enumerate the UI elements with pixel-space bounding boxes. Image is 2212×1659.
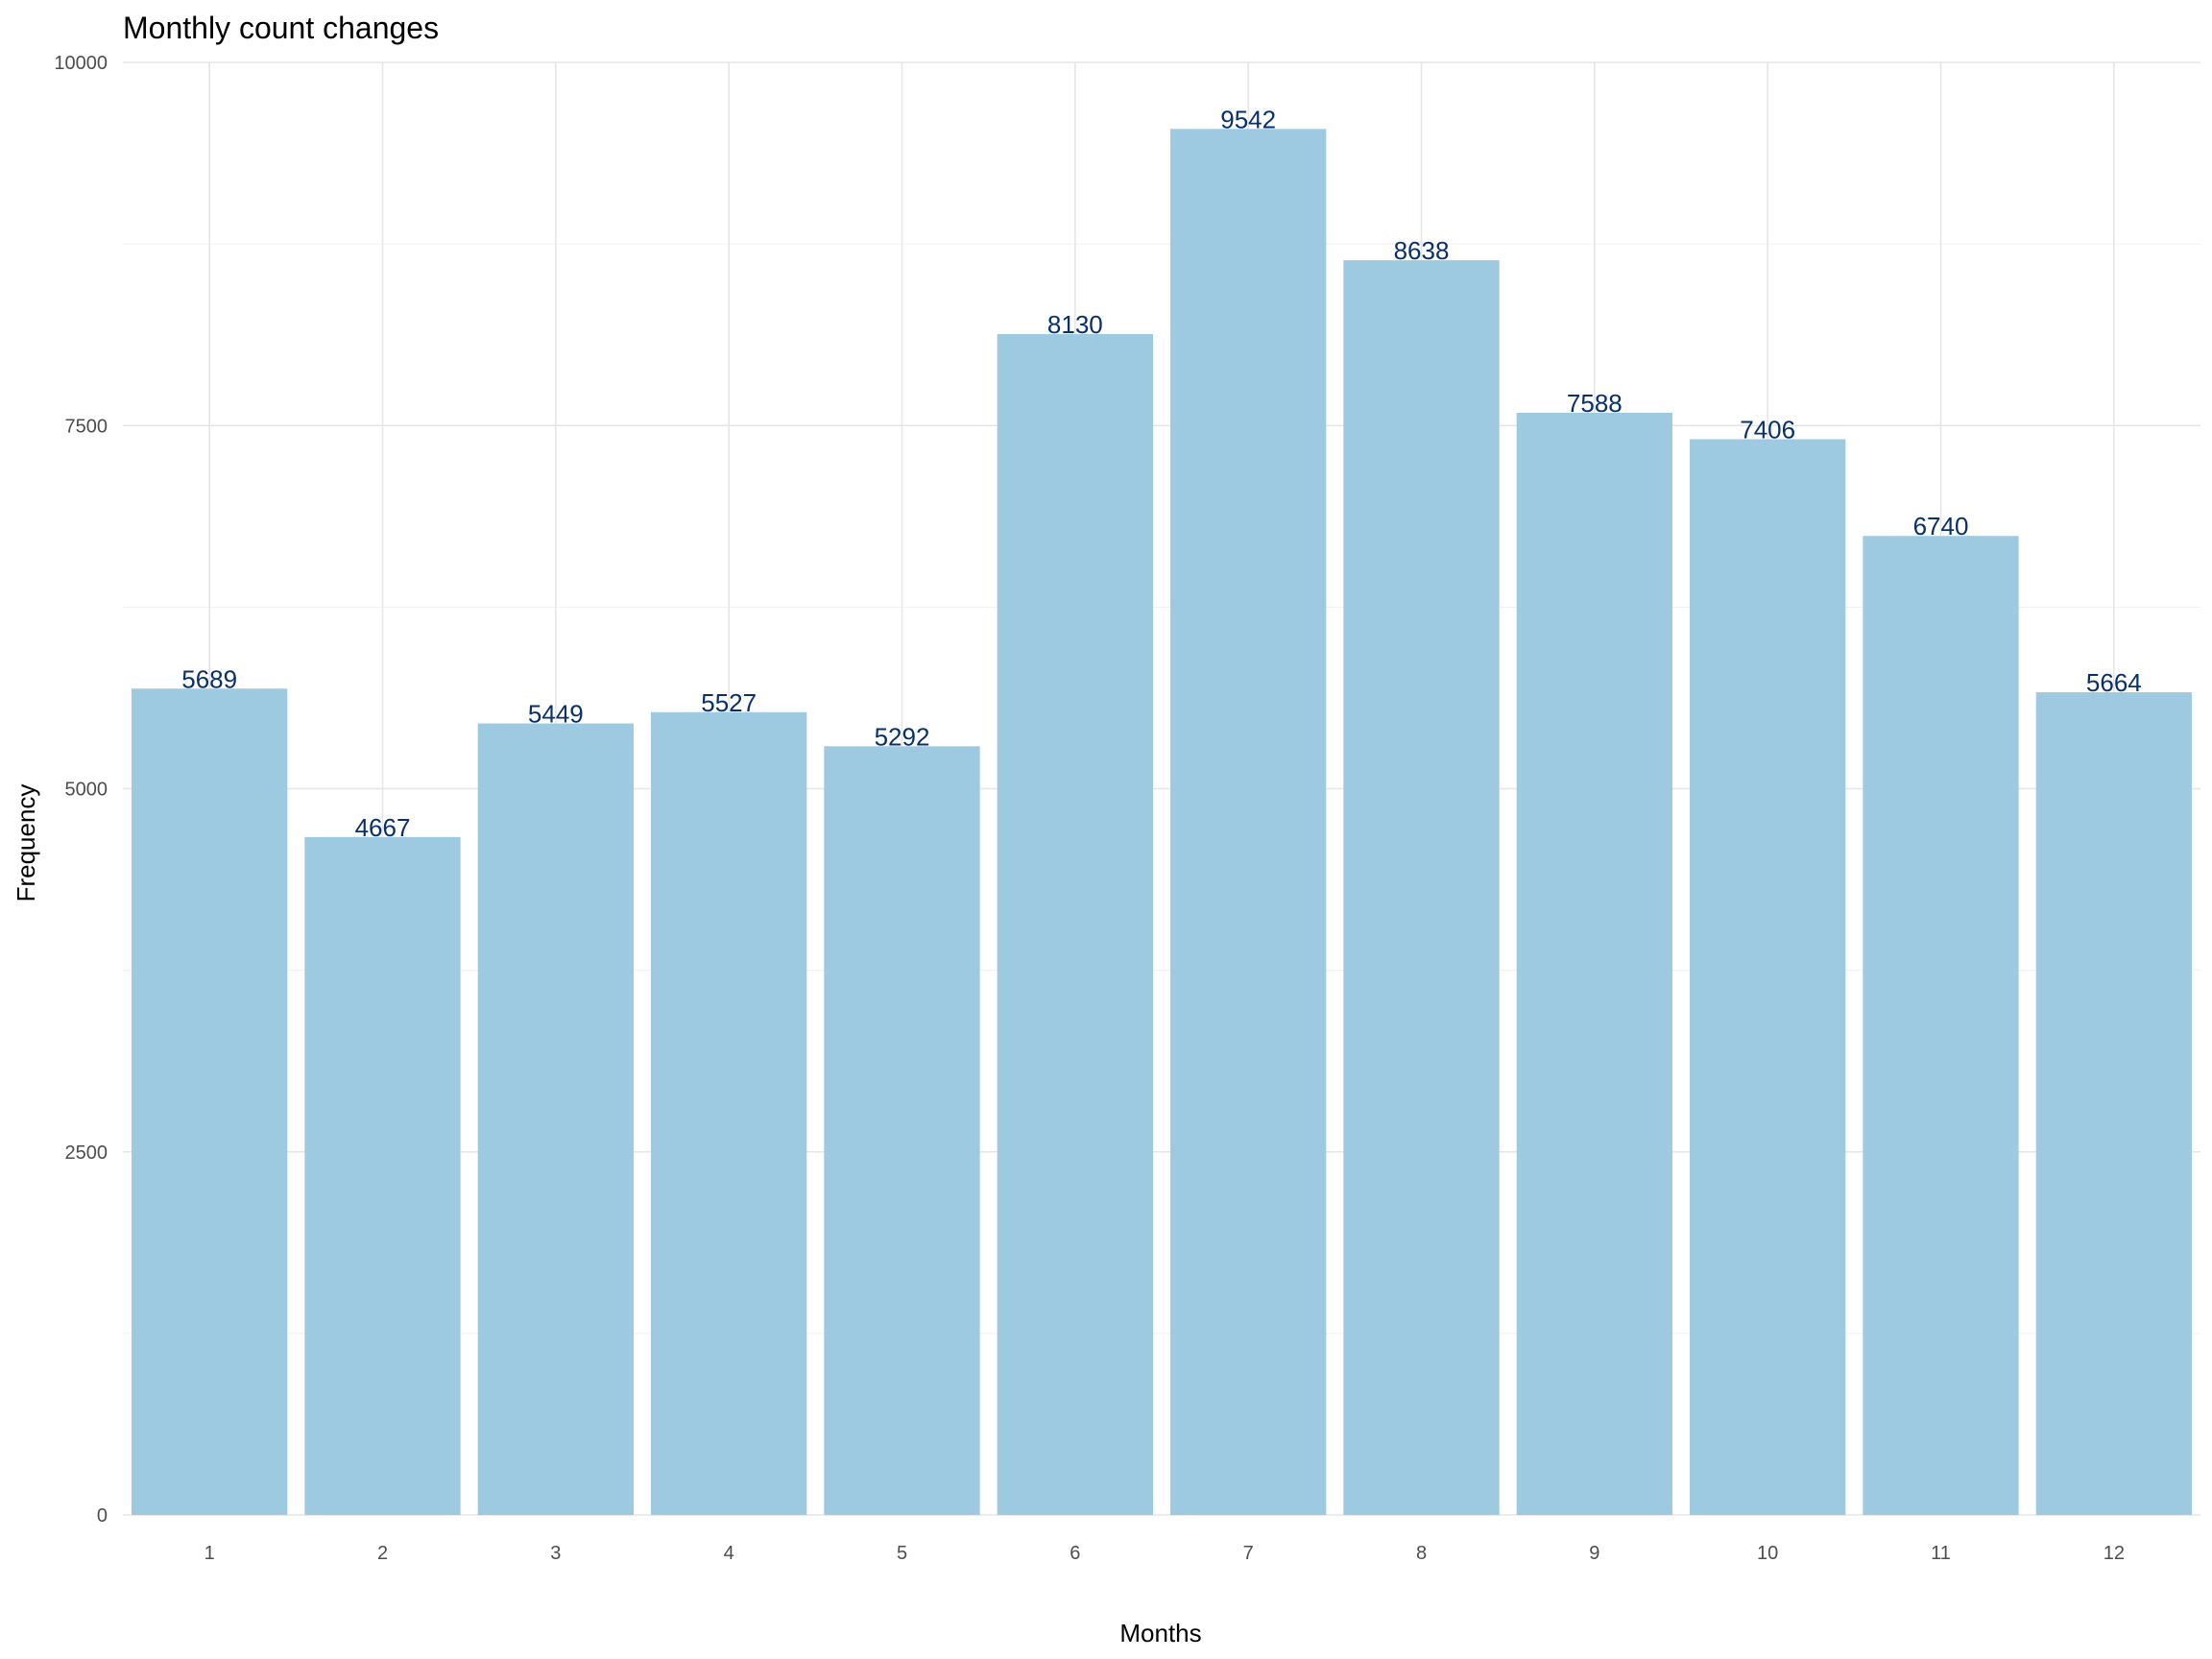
- x-tick-label: 5: [897, 1543, 907, 1564]
- bar-10: [1690, 439, 1846, 1516]
- x-tick-label: 11: [1931, 1543, 1951, 1564]
- y-tick-label: 5000: [65, 780, 108, 801]
- x-tick-label: 1: [204, 1543, 215, 1564]
- bar-8: [1343, 260, 1500, 1516]
- bar-5: [824, 746, 980, 1515]
- data-label-1: 5689: [181, 664, 237, 693]
- y-tick-label: 2500: [65, 1142, 108, 1164]
- bar-2: [304, 836, 461, 1515]
- x-tick-label: 2: [377, 1543, 388, 1564]
- bar-9: [1516, 412, 1672, 1516]
- data-label-4: 5527: [701, 688, 757, 717]
- bar-12: [2035, 692, 2192, 1515]
- data-label-3: 5449: [528, 700, 584, 729]
- bar-7: [1170, 129, 1327, 1515]
- y-tick-label: 10000: [54, 53, 108, 74]
- data-labels: 5689 4667 5449 5527 5292 8130 9542 8638 7588 7406…: [181, 105, 2142, 842]
- data-label-2: 4667: [355, 813, 411, 842]
- bar-6: [997, 333, 1153, 1515]
- data-label-7: 9542: [1220, 105, 1276, 133]
- data-label-8: 8638: [1394, 236, 1450, 265]
- y-tick-label: 0: [97, 1505, 108, 1527]
- chart-title: Monthly count changes: [123, 11, 439, 45]
- data-label-5: 5292: [875, 722, 930, 751]
- data-label-10: 7406: [1740, 415, 1795, 444]
- x-axis-title: Months: [1119, 1619, 1201, 1647]
- data-label-9: 7588: [1567, 389, 1623, 418]
- x-tick-label: 7: [1243, 1543, 1254, 1564]
- x-tick-label: 10: [1757, 1543, 1778, 1564]
- x-axis-tick-labels: 1 2 3 4 5 6 7 8 9 10 11 12: [204, 1543, 2125, 1564]
- x-tick-label: 12: [2104, 1543, 2125, 1564]
- data-label-11: 6740: [1913, 512, 1969, 541]
- x-tick-label: 4: [724, 1543, 734, 1564]
- y-tick-label: 7500: [65, 416, 108, 437]
- bar-3: [477, 723, 634, 1515]
- x-tick-label: 3: [550, 1543, 561, 1564]
- bar-11: [1863, 536, 2019, 1515]
- y-axis-title: Frequency: [12, 784, 40, 902]
- bars: [132, 129, 2192, 1516]
- bar-4: [651, 711, 807, 1515]
- data-label-12: 5664: [2086, 668, 2142, 697]
- data-label-6: 8130: [1047, 310, 1103, 339]
- y-axis-tick-labels: 0 2500 5000 7500 10000: [54, 53, 108, 1527]
- x-tick-label: 9: [1589, 1543, 1599, 1564]
- x-tick-label: 8: [1416, 1543, 1427, 1564]
- x-tick-label: 6: [1070, 1543, 1080, 1564]
- bar-1: [132, 688, 288, 1515]
